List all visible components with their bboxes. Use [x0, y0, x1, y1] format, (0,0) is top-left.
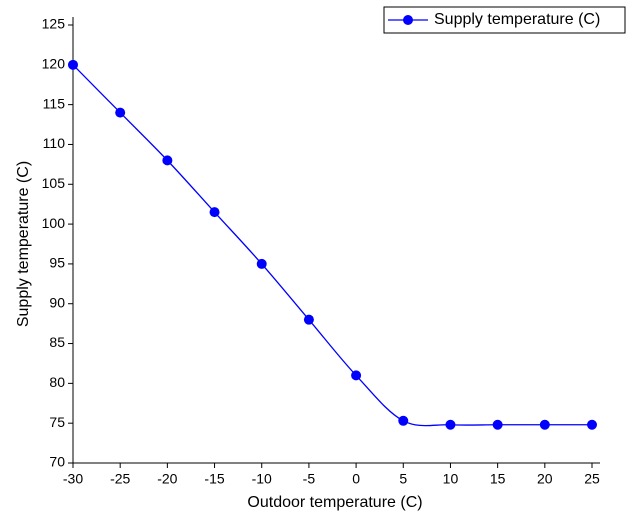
- x-axis-title: Outdoor temperature (C): [247, 494, 422, 511]
- x-tick-label: 0: [352, 471, 360, 487]
- data-point: [115, 107, 126, 118]
- y-tick-label: 90: [49, 294, 65, 310]
- data-point: [256, 258, 267, 269]
- y-tick-label: 85: [49, 334, 65, 350]
- y-tick-label: 105: [42, 175, 66, 191]
- y-tick-label: 70: [49, 454, 65, 470]
- y-tick-label: 115: [43, 95, 66, 111]
- y-tick-label: 95: [49, 255, 65, 271]
- x-tick-label: -10: [252, 471, 272, 487]
- legend-marker: [403, 15, 413, 25]
- data-point: [68, 59, 78, 70]
- data-point: [492, 419, 503, 430]
- data-point: [351, 370, 362, 381]
- y-tick-label: 75: [49, 414, 65, 430]
- y-tick-label: 80: [49, 374, 65, 390]
- data-point: [445, 419, 456, 430]
- data-point: [398, 415, 409, 426]
- y-tick-label: 100: [42, 215, 66, 231]
- x-tick-label: 25: [584, 471, 600, 487]
- data-point: [209, 207, 220, 218]
- data-point: [587, 419, 597, 430]
- y-tick-label: 120: [42, 56, 66, 72]
- y-tick-label: 125: [42, 16, 66, 32]
- x-tick-label: 20: [537, 471, 553, 487]
- x-tick-label: -25: [110, 471, 130, 487]
- data-point: [303, 314, 314, 325]
- y-tick-label: 110: [43, 135, 66, 151]
- x-tick-label: -5: [303, 471, 316, 487]
- x-tick-label: 10: [443, 471, 459, 487]
- data-point: [539, 419, 550, 430]
- x-tick-label: 5: [399, 471, 407, 487]
- x-tick-label: -30: [63, 471, 83, 487]
- series-line: [72, 64, 592, 427]
- x-tick-label: 15: [490, 471, 506, 487]
- legend-label: Supply temperature (C): [434, 11, 600, 28]
- x-tick-label: -15: [204, 471, 224, 487]
- y-axis-title: Supply temperature (C): [15, 161, 32, 327]
- data-point: [162, 155, 173, 166]
- x-tick-label: -20: [157, 471, 177, 487]
